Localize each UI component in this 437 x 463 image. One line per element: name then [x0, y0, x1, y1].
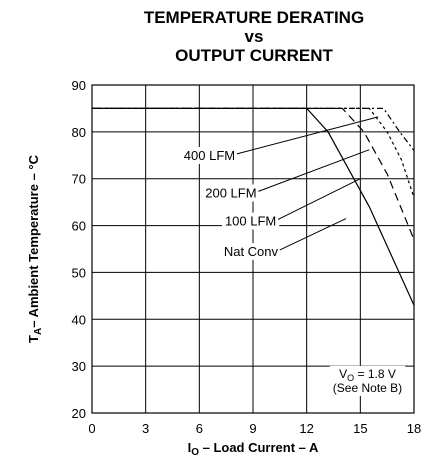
chart-title: TEMPERATURE DERATING vs OUTPUT CURRENT: [144, 8, 364, 65]
y-tick-label: 40: [72, 312, 86, 327]
annotation-background: [220, 243, 282, 261]
leader-line: [258, 149, 370, 192]
curve-label: Nat Conv: [224, 244, 279, 259]
y-tick-label: 60: [72, 219, 86, 234]
tick-labels: 0 3 6 9 12 15 18 20 30 40 50 60 70 80 90: [72, 78, 422, 436]
x-tick-label: 3: [142, 421, 149, 436]
curve-label: 100 LFM: [225, 214, 276, 229]
x-tick-label: 6: [196, 421, 203, 436]
x-tick-label: 15: [353, 421, 367, 436]
title-line-3: OUTPUT CURRENT: [175, 46, 333, 65]
series-line-100-lfm: [92, 107, 415, 240]
leader-line: [279, 218, 347, 251]
series-line-nat-conv: [92, 107, 415, 306]
title-line-2: vs: [245, 27, 264, 46]
x-tick-label: 12: [299, 421, 313, 436]
curve-label: 400 LFM: [184, 148, 235, 163]
x-tick-label: 0: [88, 421, 95, 436]
series-line-200-lfm: [92, 107, 415, 198]
x-tick-label: 18: [407, 421, 421, 436]
title-line-1: TEMPERATURE DERATING: [144, 8, 364, 27]
plot-frame: [91, 84, 415, 414]
curve-annotations: 400 LFM 200 LFM 100 LFM Nat Conv: [180, 116, 379, 261]
x-axis-title: IO – Load Current – A: [188, 440, 319, 458]
annotation-background: [221, 212, 280, 230]
leader-line: [236, 116, 379, 155]
note-box: VO = 1.8 V (See Note B): [329, 365, 406, 396]
x-tick-label: 9: [249, 421, 256, 436]
y-tick-label: 90: [72, 78, 86, 93]
series-lines: [92, 107, 415, 306]
y-tick-label: 20: [72, 406, 86, 421]
leader-line: [277, 178, 361, 220]
annotation-background: [202, 184, 260, 202]
note-line-1: VO = 1.8 V: [339, 367, 396, 383]
note-line-2: (See Note B): [333, 381, 402, 395]
y-tick-label: 80: [72, 125, 86, 140]
annotation-background: [180, 146, 239, 164]
y-axis-title: TA– Ambient Temperature – °C: [26, 154, 44, 343]
note-background: [329, 365, 406, 396]
y-tick-label: 50: [72, 265, 86, 280]
y-tick-label: 30: [72, 359, 86, 374]
y-tick-label: 70: [72, 172, 86, 187]
curve-label: 200 LFM: [205, 185, 256, 200]
